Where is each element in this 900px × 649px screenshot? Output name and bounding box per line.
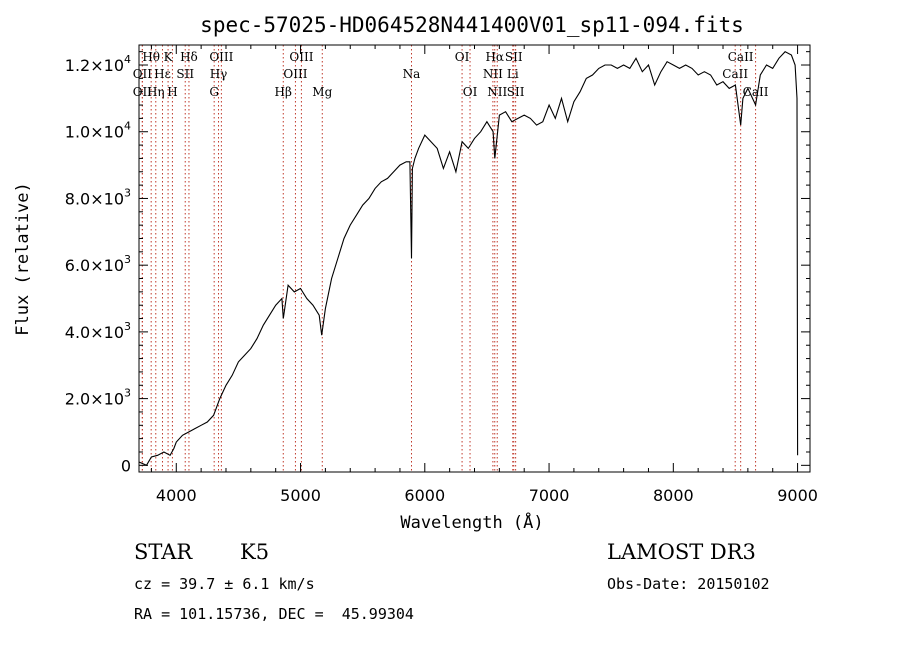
object-type: STAR <box>134 540 193 564</box>
axis-ticks <box>139 45 810 472</box>
y-axis-label: Flux (relative) <box>13 182 33 336</box>
line-label-9: OIII <box>209 50 233 64</box>
line-label-3: Hε <box>154 67 171 81</box>
chart-title: spec-57025-HD064528N441400V01_sp11-094.f… <box>200 13 744 37</box>
line-label-15: Mg <box>312 85 332 99</box>
line-label-11: G <box>209 85 219 99</box>
plot-frame <box>138 44 811 473</box>
line-label-12: Hβ <box>275 85 292 99</box>
line-label-20: SII <box>505 50 523 64</box>
line-label-26: CaII <box>722 67 748 81</box>
spectral-line-markers <box>141 45 757 472</box>
y-tick-label-10000: 1.0×104 <box>65 120 131 142</box>
spectrum-series-line <box>138 51 799 467</box>
y-tick-label-4000: 4.0×103 <box>65 320 131 342</box>
line-label-25: CaII <box>728 50 754 64</box>
line-label-6: SII <box>176 67 194 81</box>
y-tick-labels: 0 2.0×103 4.0×103 6.0×103 8.0×103 1.0×104 1.2×… <box>65 53 131 475</box>
redshift-velocity: cz = 39.7 ± 6.1 km/s <box>134 575 315 593</box>
x-tick-label-4000: 4000 <box>156 486 197 505</box>
line-label-27: CaII <box>743 85 769 99</box>
x-tick-labels: 4000 5000 6000 7000 8000 9000 <box>156 486 818 505</box>
line-label-17: OI <box>455 50 470 64</box>
line-label-21: NII <box>483 67 503 81</box>
spectral-subclass: K5 <box>240 540 270 564</box>
survey-name: LAMOST DR3 <box>607 540 756 564</box>
y-tick-label-8000: 8.0×103 <box>65 186 131 208</box>
line-label-4: Hη <box>147 85 165 99</box>
line-label-23: NII <box>487 85 507 99</box>
line-label-22: Li <box>507 67 519 81</box>
observation-date: Obs-Date: 20150102 <box>607 575 770 593</box>
line-label-7: H <box>167 85 177 99</box>
line-label-0: Hθ <box>142 50 160 64</box>
coordinates: RA = 101.15736, DEC = 45.99304 <box>134 605 414 623</box>
line-label-5: K <box>164 50 174 64</box>
line-label-1: OII <box>133 67 153 81</box>
line-label-24: SII <box>507 85 525 99</box>
line-label-16: Na <box>403 67 421 81</box>
x-tick-label-5000: 5000 <box>280 486 321 505</box>
line-label-14: OIII <box>283 67 307 81</box>
line-label-10: Hγ <box>210 67 228 81</box>
x-tick-label-9000: 9000 <box>777 486 818 505</box>
x-tick-label-6000: 6000 <box>404 486 445 505</box>
line-label-18: OI <box>463 85 478 99</box>
x-axis-label: Wavelength (Å) <box>400 511 543 533</box>
line-label-19: Hα <box>485 50 504 64</box>
x-tick-label-8000: 8000 <box>653 486 694 505</box>
y-tick-label-12000: 1.2×104 <box>65 53 131 75</box>
x-tick-label-7000: 7000 <box>529 486 570 505</box>
line-label-13: OIII <box>289 50 313 64</box>
y-tick-label-0: 0 <box>121 456 131 475</box>
y-tick-label-6000: 6.0×103 <box>65 253 131 275</box>
line-label-8: Hδ <box>180 50 198 64</box>
y-tick-label-2000: 2.0×103 <box>65 387 131 409</box>
